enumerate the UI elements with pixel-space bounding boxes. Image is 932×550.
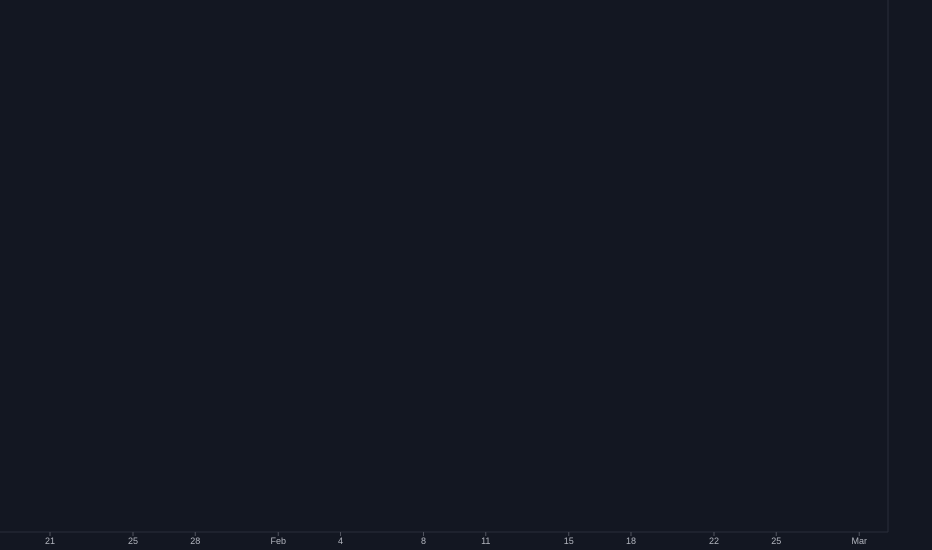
x-tick-label: 15 xyxy=(564,536,574,546)
time-axis[interactable]: 21 25 28 Feb 4 8 11 15 18 22 25 Mar xyxy=(45,532,867,546)
x-tick-label: 18 xyxy=(626,536,636,546)
x-tick-label: 25 xyxy=(771,536,781,546)
x-tick-label: 11 xyxy=(481,536,490,546)
x-tick-label: Feb xyxy=(270,536,286,546)
x-tick-label: 8 xyxy=(421,536,426,546)
x-tick-label: 21 xyxy=(45,536,55,546)
x-tick-label: 25 xyxy=(128,536,138,546)
x-tick-label: 4 xyxy=(338,536,343,546)
x-tick-label: 28 xyxy=(190,536,200,546)
x-tick-label: Mar xyxy=(852,536,868,546)
x-tick-label: 22 xyxy=(709,536,719,546)
